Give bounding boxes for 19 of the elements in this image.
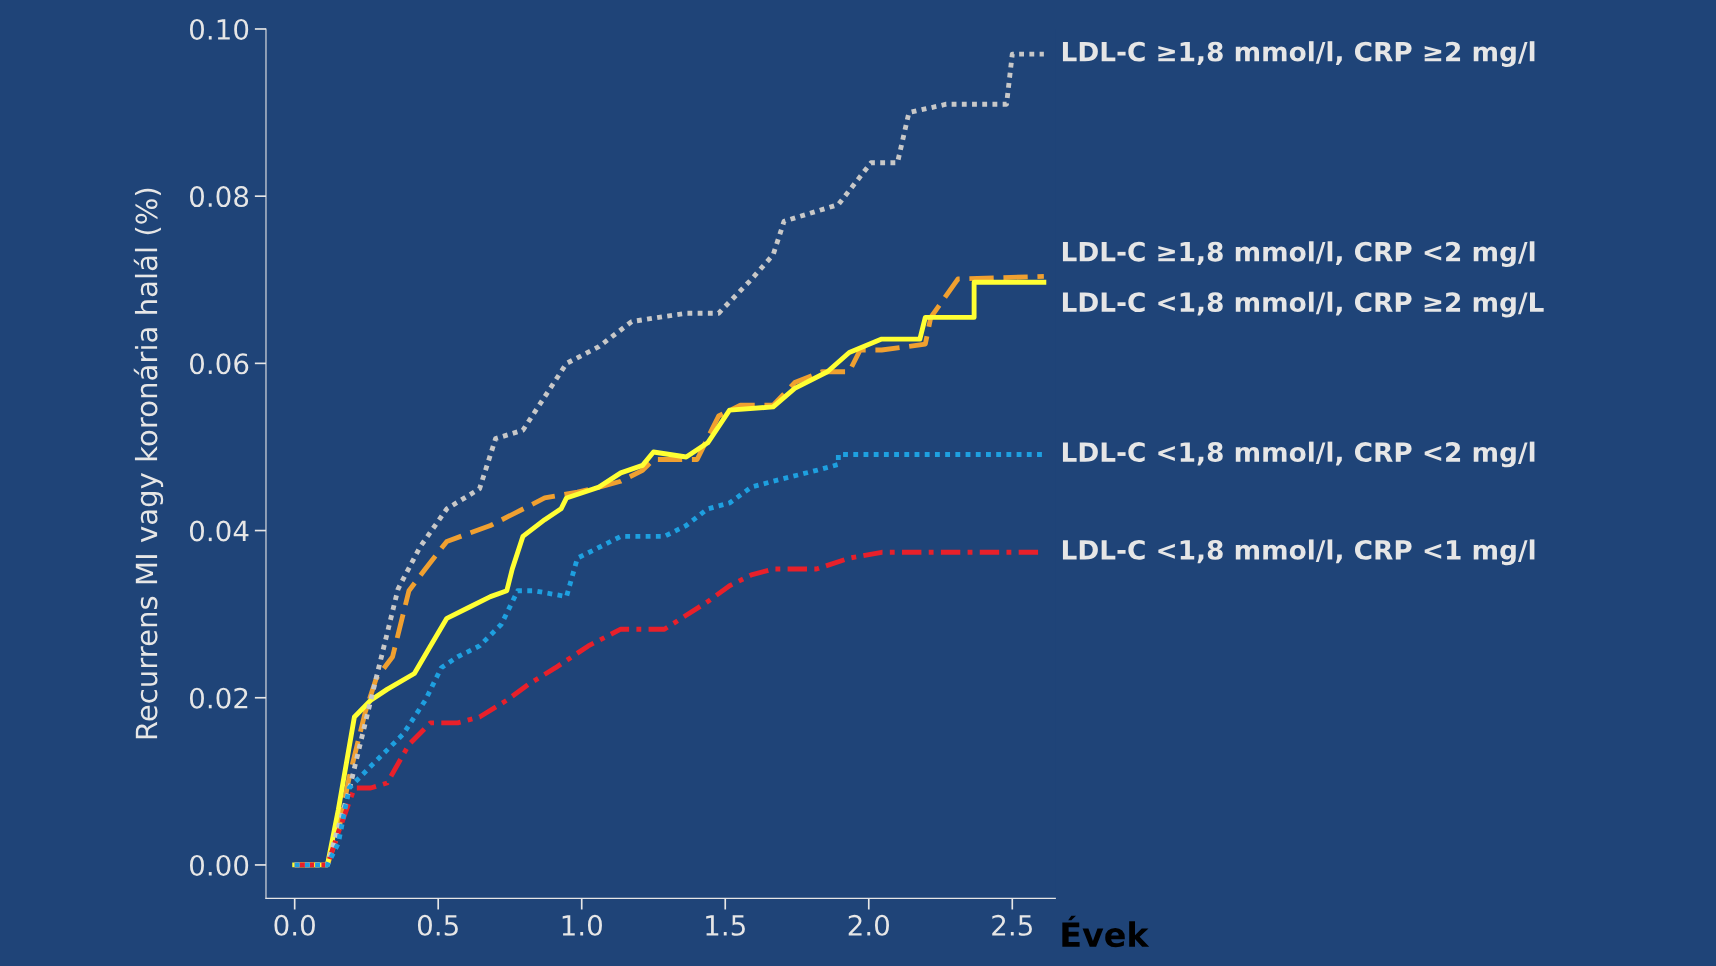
series-label: LDL-C <1,8 mmol/l, CRP ≥2 mg/L	[1062, 291, 1544, 318]
series-label: LDL-C ≥1,8 mmol/l, CRP <2 mg/l	[1062, 241, 1535, 268]
y-tick-label: 0.02	[189, 687, 248, 709]
y-axis-title: Recurrens MI vagy koronária halál (%)	[133, 188, 164, 739]
x-tick-label: 0.5	[417, 914, 458, 936]
series-label: LDL-C <1,8 mmol/l, CRP <1 mg/l	[1062, 539, 1535, 566]
y-tick-label: 0.04	[189, 520, 249, 542]
x-tick-label: 1.0	[562, 914, 602, 936]
y-tick-label: 0.06	[189, 353, 249, 375]
x-tick-label: 0.0	[274, 914, 315, 936]
y-tick-label: 0.00	[189, 854, 249, 876]
x-tick-label: 1.5	[706, 915, 745, 936]
y-tick-label: 0.10	[189, 18, 249, 40]
series-label: LDL-C ≥1,8 mmol/l, CRP ≥2 mg/l	[1062, 41, 1535, 67]
x-axis-title: Évek	[1062, 915, 1150, 948]
x-tick-label: 2.0	[848, 914, 890, 936]
series-label: LDL-C <1,8 mmol/l, CRP <2 mg/l	[1062, 441, 1535, 468]
x-tick-label: 2.5	[992, 914, 1032, 936]
y-tick-label: 0.08	[189, 186, 249, 208]
